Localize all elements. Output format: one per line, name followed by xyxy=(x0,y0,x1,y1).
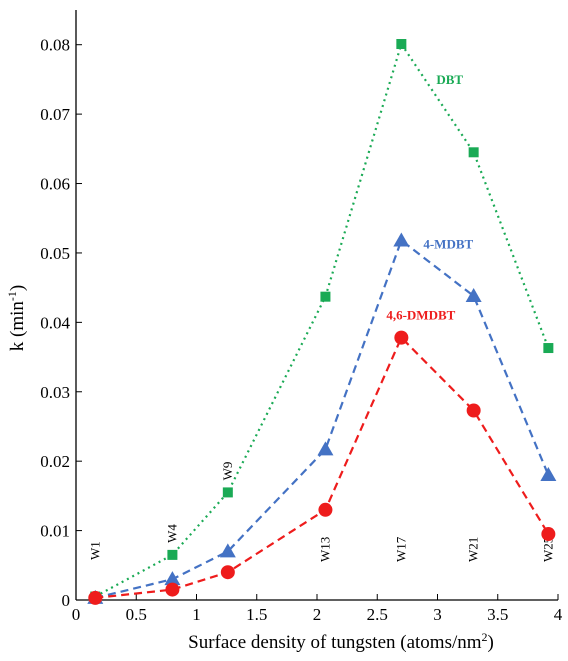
x-tick-label: 3.5 xyxy=(487,605,508,624)
data-point xyxy=(222,487,233,498)
data-point xyxy=(165,582,180,597)
y-tick-label: 0 xyxy=(62,591,71,610)
series-labels: DBT 4-MDBT 4,6-DMDBT xyxy=(386,72,473,323)
y-tick-label: 0.03 xyxy=(40,383,70,402)
x-tick-label: 0.5 xyxy=(126,605,147,624)
data-point xyxy=(320,291,331,302)
series-dbt xyxy=(90,39,554,602)
data-point xyxy=(394,330,409,345)
x-tick-label: 1.5 xyxy=(246,605,267,624)
x-tick-label: 1 xyxy=(192,605,201,624)
data-point xyxy=(465,287,482,302)
sample-label-w9: W9 xyxy=(220,462,235,481)
axes: 0 0.5 1 1.5 2 2.5 3 3.5 4 0 0.01 0.02 0.03 0.04 0.05 0.… xyxy=(40,10,563,624)
x-tick-label: 3 xyxy=(433,605,442,624)
y-tick-label: 0.02 xyxy=(40,452,70,471)
data-point xyxy=(543,343,554,354)
data-point xyxy=(396,39,407,50)
y-tick-label: 0.04 xyxy=(40,313,70,332)
x-tick-label: 4 xyxy=(554,605,563,624)
data-point xyxy=(541,527,556,542)
y-tick-label: 0.06 xyxy=(40,175,70,194)
data-point xyxy=(220,565,235,580)
y-tick-label: 0.07 xyxy=(40,105,70,124)
y-tick-label: 0.01 xyxy=(40,522,70,541)
data-point xyxy=(466,403,481,418)
x-tick-label: 2 xyxy=(313,605,322,624)
series-label-dbt: DBT xyxy=(436,72,463,87)
sample-label-w13: W13 xyxy=(317,537,332,562)
data-point xyxy=(167,549,178,560)
data-point xyxy=(393,232,410,247)
sample-label-w25: W25 xyxy=(540,537,555,562)
series-4-6-dmdbt xyxy=(88,330,556,605)
x-axis-title: Surface density of tungsten (atoms/nm2) xyxy=(188,630,494,653)
data-point xyxy=(317,441,334,456)
sample-label-w4: W4 xyxy=(164,524,179,543)
series-label-4-6-dmdbt: 4,6-DMDBT xyxy=(386,308,455,323)
sample-labels: W1 W4 W9 W13 W17 W21 W25 xyxy=(87,462,555,562)
x-tick-label: 0 xyxy=(72,605,81,624)
sample-label-w17: W17 xyxy=(393,536,408,562)
y-tick-label: 0.08 xyxy=(40,36,70,55)
data-point xyxy=(318,502,333,517)
sample-label-w1: W1 xyxy=(87,541,102,560)
y-tick-label: 0.05 xyxy=(40,244,70,263)
data-point xyxy=(468,147,479,158)
series-label-4-mdbt: 4-MDBT xyxy=(423,236,473,251)
data-point xyxy=(219,543,236,558)
x-tick-label: 2.5 xyxy=(367,605,388,624)
data-point xyxy=(164,571,181,586)
y-axis-title: k (min-1) xyxy=(5,285,28,351)
sample-label-w21: W21 xyxy=(466,537,481,562)
data-point xyxy=(88,590,103,605)
series-layer xyxy=(87,39,557,605)
data-point xyxy=(540,467,557,482)
